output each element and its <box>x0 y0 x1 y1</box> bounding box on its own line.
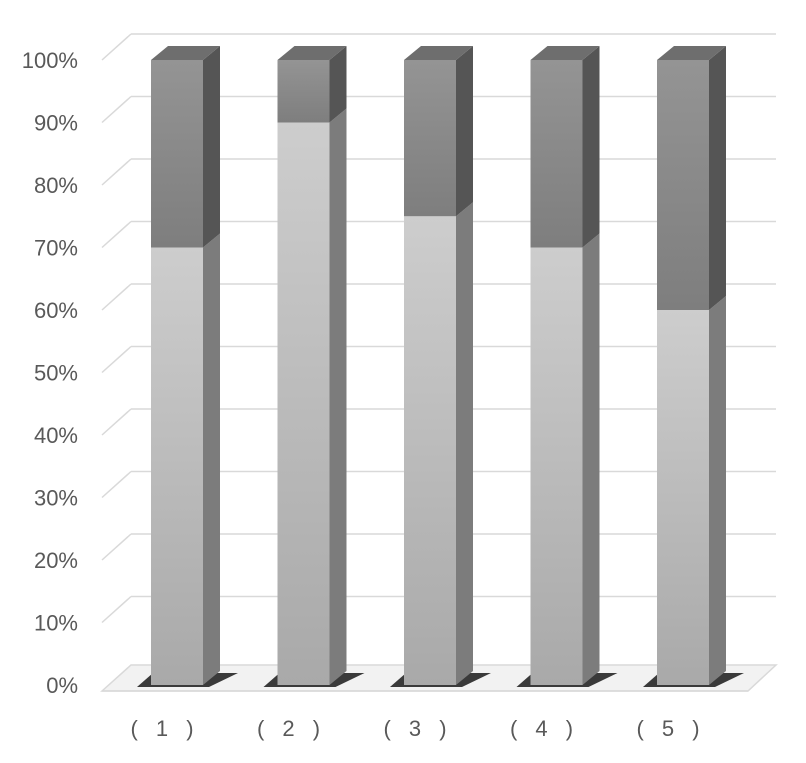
bar-segment-lower-side <box>329 108 347 685</box>
x-category-label: ( 3 ) <box>383 716 452 741</box>
gridline-slant <box>101 95 132 124</box>
y-tick-label: 70% <box>34 236 78 261</box>
bar-top-face <box>151 46 220 60</box>
y-tick-label: 0% <box>46 673 78 698</box>
bar-segment-upper <box>277 60 330 123</box>
bar-segment-lower-side <box>709 296 726 685</box>
gridline-slant <box>101 33 132 61</box>
x-axis-category-labels: ( 1 ) ( 2 ) ( 3 ) ( 4 ) ( 5 ) <box>130 716 705 741</box>
gridline-slant <box>101 533 132 561</box>
y-tick-label: 50% <box>34 361 78 386</box>
bar-segment-upper-side <box>329 46 347 123</box>
y-tick-label: 20% <box>34 548 78 573</box>
gridline-slant <box>101 470 132 499</box>
bars <box>137 46 744 687</box>
bar-segment-lower <box>277 122 330 685</box>
y-tick-label: 10% <box>34 611 78 636</box>
y-tick-label: 80% <box>34 173 78 198</box>
bar-segment-lower <box>530 247 583 685</box>
y-tick-label: 60% <box>34 298 78 323</box>
bar-segment-lower <box>151 247 203 685</box>
y-tick-label: 100% <box>22 48 78 73</box>
y-axis-tick-labels: 0% 10% 20% 30% 40% 50% 60% 70% 80% 90% 100% <box>22 48 78 698</box>
bar-segment-lower <box>404 216 456 685</box>
bar-segment-upper-side <box>709 46 726 310</box>
x-category-label: ( 5 ) <box>636 716 705 741</box>
bar-segment-upper <box>530 60 583 248</box>
gridline-slant <box>101 595 132 624</box>
bar-segment-lower-side <box>203 233 220 685</box>
bar-top-face <box>657 46 726 60</box>
y-tick-label: 30% <box>34 486 78 511</box>
bar-segment-lower <box>657 310 709 685</box>
bar-top-face <box>404 46 473 60</box>
x-category-label: ( 2 ) <box>257 716 326 741</box>
bar-segment-upper <box>404 60 456 217</box>
gridline-slant <box>101 220 132 249</box>
bar-segment-lower-side <box>582 233 600 685</box>
y-tick-label: 90% <box>34 111 78 136</box>
bar-segment-upper-side <box>203 46 220 248</box>
bar-segment-lower-side <box>456 202 473 685</box>
bar-top-face <box>277 46 347 60</box>
gridline-slant <box>101 283 132 311</box>
gridline-slant <box>101 345 132 374</box>
x-category-label: ( 4 ) <box>510 716 579 741</box>
x-category-label: ( 1 ) <box>130 716 199 741</box>
bar-top-face <box>530 46 600 60</box>
y-tick-label: 40% <box>34 423 78 448</box>
bar-segment-upper <box>151 60 203 248</box>
bar-segment-upper <box>657 60 709 310</box>
gridline-slant <box>101 408 132 436</box>
bar-segment-upper-side <box>582 46 600 248</box>
bar-segment-upper-side <box>456 46 473 217</box>
gridline-slant <box>101 158 132 186</box>
